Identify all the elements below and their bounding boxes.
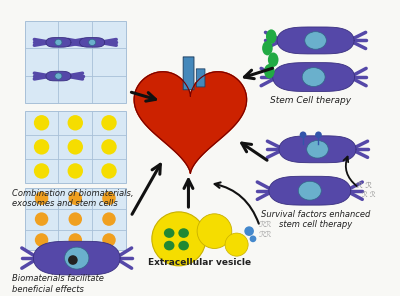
Circle shape (34, 139, 49, 155)
Ellipse shape (178, 228, 189, 238)
Circle shape (68, 233, 82, 247)
Circle shape (68, 192, 82, 205)
Circle shape (35, 233, 48, 247)
Polygon shape (46, 38, 71, 47)
Circle shape (68, 163, 83, 179)
Ellipse shape (302, 68, 325, 86)
Ellipse shape (164, 241, 174, 250)
Ellipse shape (178, 241, 189, 250)
Text: Combination of biomaterials,
exosomes and stem cells: Combination of biomaterials, exosomes an… (12, 189, 134, 208)
Text: ℛℛ
ℛℛ: ℛℛ ℛℛ (259, 220, 272, 239)
Circle shape (35, 212, 48, 226)
Circle shape (34, 115, 49, 131)
Circle shape (68, 212, 82, 226)
Bar (25, 188, 126, 250)
Text: ℛ ℛ: ℛ ℛ (356, 181, 372, 190)
Text: Survival factors enhanced
stem cell therapy: Survival factors enhanced stem cell ther… (261, 210, 370, 229)
Circle shape (68, 255, 78, 265)
Polygon shape (269, 176, 351, 205)
Ellipse shape (55, 73, 62, 79)
Polygon shape (279, 136, 356, 163)
Polygon shape (273, 62, 354, 91)
Circle shape (300, 131, 306, 138)
Ellipse shape (298, 181, 321, 200)
Ellipse shape (55, 39, 62, 46)
Polygon shape (80, 38, 105, 47)
FancyBboxPatch shape (196, 69, 205, 87)
Circle shape (68, 139, 83, 155)
Bar (25, 111, 126, 183)
Circle shape (101, 163, 117, 179)
Circle shape (68, 115, 83, 131)
Text: Stem Cell therapy: Stem Cell therapy (270, 96, 351, 105)
Polygon shape (277, 27, 354, 54)
Circle shape (102, 192, 116, 205)
Circle shape (101, 115, 117, 131)
Ellipse shape (262, 41, 273, 55)
Circle shape (101, 139, 117, 155)
Ellipse shape (305, 32, 326, 49)
Ellipse shape (64, 247, 89, 269)
Circle shape (35, 192, 48, 205)
Ellipse shape (266, 29, 276, 44)
FancyBboxPatch shape (183, 57, 194, 90)
Circle shape (152, 212, 206, 266)
Ellipse shape (164, 228, 174, 238)
Circle shape (34, 163, 49, 179)
Circle shape (225, 233, 248, 256)
Circle shape (244, 226, 254, 236)
Polygon shape (134, 72, 246, 173)
Polygon shape (134, 72, 246, 173)
Ellipse shape (264, 64, 275, 78)
Circle shape (197, 214, 232, 248)
Ellipse shape (268, 52, 278, 67)
Circle shape (250, 236, 256, 242)
Circle shape (102, 233, 116, 247)
Polygon shape (46, 71, 71, 81)
Bar (25, 21, 126, 103)
Text: Biomaterials facilitate
beneficial effects: Biomaterials facilitate beneficial effec… (12, 274, 104, 294)
Circle shape (102, 212, 116, 226)
Ellipse shape (89, 39, 96, 46)
Polygon shape (33, 241, 120, 275)
Circle shape (315, 131, 322, 138)
Text: ℛ ℛ: ℛ ℛ (362, 192, 375, 197)
Text: Extracellular vesicle: Extracellular vesicle (148, 258, 252, 267)
Ellipse shape (307, 141, 328, 158)
